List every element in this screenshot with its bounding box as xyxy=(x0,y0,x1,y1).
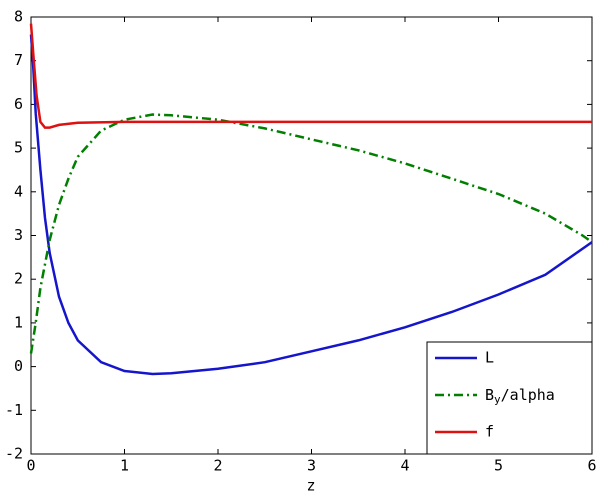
data-line xyxy=(29,113,593,354)
legend-label: By/alpha xyxy=(485,386,555,407)
x-tick-label: 2 xyxy=(213,457,222,475)
legend-box xyxy=(426,341,593,455)
x-axis-label: z xyxy=(306,477,315,494)
data-line xyxy=(29,23,592,129)
y-tick-label: 5 xyxy=(14,139,23,157)
y-tick-label: -2 xyxy=(5,445,23,463)
x-tick-label: 1 xyxy=(120,457,129,475)
legend-label: f xyxy=(485,423,494,441)
x-tick-label: 4 xyxy=(400,457,409,475)
y-tick-label: 6 xyxy=(14,95,23,113)
x-tick-label: 0 xyxy=(26,457,35,475)
x-tick-label: 3 xyxy=(307,457,316,475)
y-tick-label: 1 xyxy=(14,313,23,331)
x-tick-label: 5 xyxy=(494,457,503,475)
y-tick-label: 0 xyxy=(14,357,23,375)
y-tick-label: -1 xyxy=(5,401,23,419)
y-tick-label: 3 xyxy=(14,226,23,244)
y-tick-label: 4 xyxy=(14,182,23,200)
legend: L By/alpha f xyxy=(426,341,593,455)
x-tick-label: 6 xyxy=(587,457,596,475)
y-tick-label: 8 xyxy=(14,8,23,26)
data-line xyxy=(29,34,593,376)
y-tick-label: 7 xyxy=(14,51,23,69)
legend-label: L xyxy=(485,349,494,367)
y-tick-label: 2 xyxy=(14,270,23,288)
